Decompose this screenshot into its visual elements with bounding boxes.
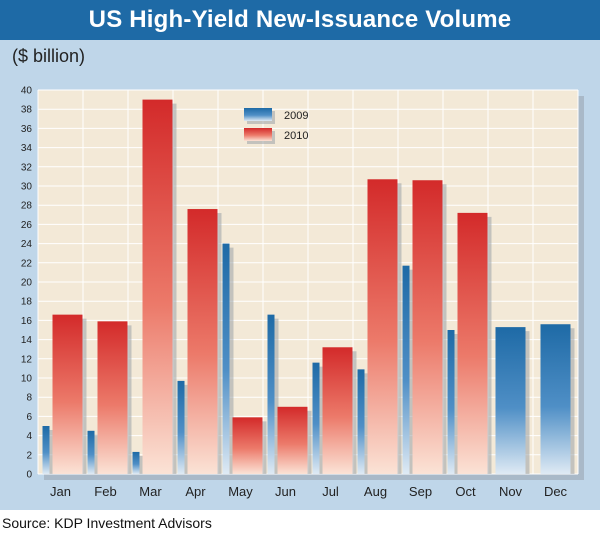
bar-2009 — [495, 327, 526, 474]
plot-bottom-shadow — [44, 474, 584, 480]
x-tick-label: Mar — [139, 484, 162, 499]
y-tick-label: 2 — [26, 450, 32, 461]
bar-2010 — [367, 179, 398, 474]
bar-2009 — [222, 243, 230, 474]
y-tick-label: 26 — [21, 220, 33, 231]
bar-2009-shadow — [451, 334, 459, 474]
x-tick-label: Jan — [50, 484, 71, 499]
bar-2009 — [312, 362, 320, 474]
bar-2009-shadow — [181, 384, 189, 474]
unit-label: ($ billion) — [12, 46, 86, 66]
bar-2009-shadow — [91, 434, 99, 474]
x-tick-label: Apr — [185, 484, 206, 499]
y-tick-label: 4 — [26, 431, 32, 442]
x-tick-label: Jun — [275, 484, 296, 499]
x-tick-label: Dec — [544, 484, 568, 499]
bar-2010 — [232, 417, 263, 474]
title-bar: US High-Yield New-Issuance Volume — [0, 0, 600, 40]
x-tick-label: Feb — [94, 484, 116, 499]
bar-2009-shadow — [406, 269, 414, 474]
y-tick-label: 0 — [26, 470, 32, 481]
y-tick-label: 40 — [21, 86, 33, 97]
bar-2009 — [87, 430, 95, 474]
bar-2009-shadow — [226, 247, 234, 474]
bar-2009-shadow — [136, 455, 144, 474]
bar-2009-shadow — [316, 366, 324, 474]
bar-2009-shadow — [271, 318, 279, 474]
legend-label-2009: 2009 — [284, 110, 308, 122]
y-tick-label: 22 — [21, 258, 33, 269]
y-tick-label: 8 — [26, 393, 32, 404]
bar-2010 — [97, 321, 128, 474]
bar-2009 — [42, 426, 50, 474]
y-tick-label: 36 — [21, 124, 33, 135]
bar-2009 — [540, 324, 571, 474]
bar-chart: 0246810121416182022242628303234363840Jan… — [21, 86, 584, 499]
y-tick-label: 34 — [21, 143, 33, 154]
legend-swatch-2009 — [244, 108, 272, 121]
y-tick-label: 16 — [21, 316, 33, 327]
bar-2010 — [412, 180, 443, 475]
y-tick-label: 38 — [21, 105, 33, 116]
y-tick-label: 18 — [21, 297, 33, 308]
bar-2010 — [277, 406, 308, 474]
plot-side-shadow — [578, 96, 584, 474]
y-tick-label: 12 — [21, 354, 33, 365]
bar-2010 — [322, 347, 353, 474]
legend-swatch-2010 — [244, 128, 272, 141]
y-tick-label: 14 — [21, 335, 33, 346]
legend-label-2010: 2010 — [284, 130, 308, 142]
bar-2009-shadow — [361, 373, 369, 474]
y-tick-label: 32 — [21, 162, 33, 173]
bar-2009 — [402, 265, 410, 474]
y-tick-label: 24 — [21, 239, 33, 250]
x-tick-label: Aug — [364, 484, 387, 499]
bar-2010 — [52, 314, 83, 474]
bar-2009 — [357, 369, 365, 474]
y-tick-label: 30 — [21, 182, 33, 193]
y-tick-label: 10 — [21, 374, 33, 385]
chart-title: US High-Yield New-Issuance Volume — [88, 6, 512, 33]
x-tick-label: Oct — [455, 484, 476, 499]
bar-2010 — [187, 209, 218, 475]
bar-2009-shadow — [46, 430, 54, 474]
y-tick-label: 20 — [21, 278, 33, 289]
x-tick-label: Sep — [409, 484, 432, 499]
y-tick-label: 28 — [21, 201, 33, 212]
bar-2010 — [457, 212, 488, 474]
source-note: Source: KDP Investment Advisors — [2, 515, 212, 531]
y-tick-label: 6 — [26, 412, 32, 423]
x-tick-label: May — [228, 484, 253, 499]
bar-2009 — [267, 314, 275, 474]
bar-2009 — [177, 380, 185, 474]
bar-2009 — [132, 451, 140, 474]
x-tick-label: Nov — [499, 484, 523, 499]
bar-2010 — [142, 99, 173, 474]
x-tick-label: Jul — [322, 484, 339, 499]
bar-2009 — [447, 330, 455, 474]
